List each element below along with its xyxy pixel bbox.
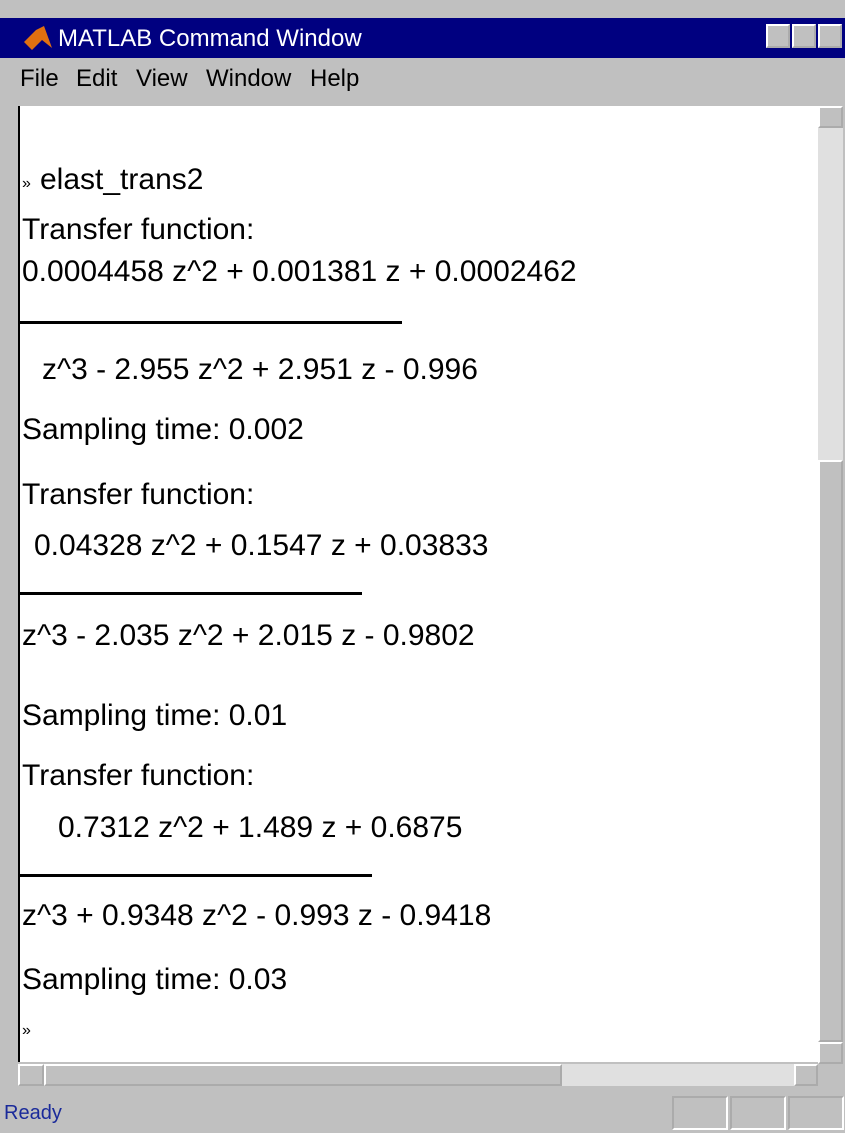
fraction-bar [20,321,402,324]
scroll-right[interactable] [794,1064,818,1086]
console-line: 0.04328 z^2 + 0.1547 z + 0.03833 [34,529,489,562]
prompt: » [22,175,31,192]
window-title: MATLAB Command Window [58,25,362,52]
console[interactable] [18,106,818,1062]
menu-item[interactable]: Edit [76,65,118,92]
console-command: elast_trans2 [40,163,204,196]
console-line: 0.7312 z^2 + 1.489 z + 0.6875 [58,811,463,844]
prompt: » [22,1022,31,1039]
status-panel [672,1096,728,1130]
status-text: Ready [4,1102,62,1124]
scroll-up[interactable] [818,106,843,128]
console-line: z^3 + 0.9348 z^2 - 0.993 z - 0.9418 [22,899,492,932]
scroll-thumb[interactable] [44,1064,562,1086]
fraction-bar [20,592,362,595]
menu-item[interactable]: Help [310,65,360,92]
console-line: Transfer function: [22,478,255,511]
scroll-down[interactable] [818,1042,843,1064]
status-panel [730,1096,786,1130]
status-panel [788,1096,844,1130]
scroll-left[interactable] [18,1064,44,1086]
console-line: Transfer function: [22,759,255,792]
console-line: Sampling time: 0.002 [22,413,304,446]
menu-item[interactable]: View [136,65,188,92]
fraction-bar [20,874,372,877]
maximize-button[interactable] [792,24,816,48]
console-line: z^3 - 2.955 z^2 + 2.951 z - 0.996 [42,353,478,386]
console-line: Sampling time: 0.03 [22,963,288,996]
menu-item[interactable]: Window [206,65,292,92]
console-line: Transfer function: [22,213,255,246]
scroll-thumb[interactable] [818,460,843,1042]
title-bar [0,18,845,58]
minimize-button[interactable] [766,24,790,48]
console-line: z^3 - 2.035 z^2 + 2.015 z - 0.9802 [22,619,475,652]
console-line: Sampling time: 0.01 [22,699,288,732]
close-button[interactable] [818,24,842,48]
menu-item[interactable]: File [20,65,59,92]
console-line: 0.0004458 z^2 + 0.001381 z + 0.0002462 [22,255,577,288]
matlab-icon [24,26,52,50]
